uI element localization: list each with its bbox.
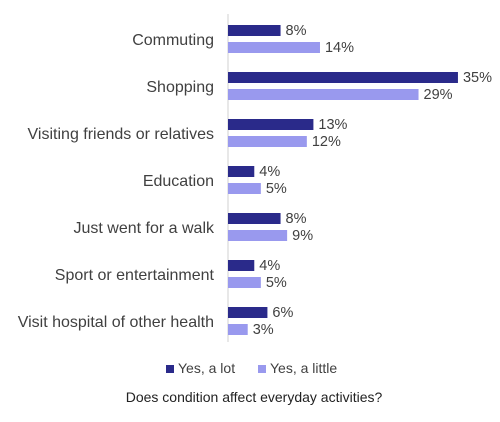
value-label-education-yes-a-lot: 4% [259, 164, 280, 180]
value-label-just-went-for-a-walk-yes-a-little: 9% [292, 228, 313, 244]
value-label-sport-or-entertainment-yes-a-little: 5% [266, 275, 287, 291]
bars-group [228, 25, 458, 335]
x-axis-caption: Does condition affect everyday activitie… [126, 389, 383, 405]
category-label-education: Education [143, 173, 214, 190]
bar-education-yes-a-little [228, 183, 261, 194]
bar-education-yes-a-lot [228, 166, 255, 177]
value-label-commuting-yes-a-little: 14% [325, 40, 354, 56]
bar-just-went-for-a-walk-yes-a-little [228, 230, 288, 241]
value-label-visit-hospital-of-other-health-yes-a-little: 3% [253, 322, 274, 338]
value-label-visiting-friends-or-relatives-yes-a-lot: 13% [318, 117, 347, 133]
value-label-commuting-yes-a-lot: 8% [286, 23, 307, 39]
value-label-shopping-yes-a-little: 29% [424, 87, 453, 103]
bar-shopping-yes-a-lot [228, 72, 458, 83]
category-label-sport-or-entertainment: Sport or entertainment [55, 267, 215, 284]
legend-label-yes-a-little: Yes, a little [270, 360, 337, 376]
bar-sport-or-entertainment-yes-a-little [228, 277, 261, 288]
category-label-shopping: Shopping [146, 79, 214, 96]
value-label-just-went-for-a-walk-yes-a-lot: 8% [286, 211, 307, 227]
bar-visiting-friends-or-relatives-yes-a-little [228, 136, 307, 147]
bar-visit-hospital-of-other-health-yes-a-lot [228, 307, 268, 318]
value-label-visiting-friends-or-relatives-yes-a-little: 12% [312, 134, 341, 150]
legend-swatch-yes-a-little [258, 365, 266, 373]
bar-just-went-for-a-walk-yes-a-lot [228, 213, 281, 224]
value-label-shopping-yes-a-lot: 35% [463, 70, 492, 86]
category-label-just-went-for-a-walk: Just went for a walk [74, 220, 216, 237]
bar-shopping-yes-a-little [228, 89, 419, 100]
bar-commuting-yes-a-lot [228, 25, 281, 36]
legend-label-yes-a-lot: Yes, a lot [178, 360, 235, 376]
category-label-visit-hospital-of-other-health: Visit hospital of other health [18, 314, 214, 331]
bar-sport-or-entertainment-yes-a-lot [228, 260, 255, 271]
labels-group: Commuting 8% 14% Shopping 35% 29% Visiting fri… [18, 23, 492, 338]
bar-commuting-yes-a-little [228, 42, 320, 53]
value-label-sport-or-entertainment-yes-a-lot: 4% [259, 258, 280, 274]
value-label-visit-hospital-of-other-health-yes-a-lot: 6% [272, 305, 293, 321]
legend-swatch-yes-a-lot [166, 365, 174, 373]
bar-visiting-friends-or-relatives-yes-a-lot [228, 119, 314, 130]
legend: Yes, a lot Yes, a little [166, 360, 337, 376]
category-label-visiting-friends-or-relatives: Visiting friends or relatives [28, 126, 214, 143]
bar-visit-hospital-of-other-health-yes-a-little [228, 324, 248, 335]
value-label-education-yes-a-little: 5% [266, 181, 287, 197]
category-label-commuting: Commuting [132, 32, 214, 49]
